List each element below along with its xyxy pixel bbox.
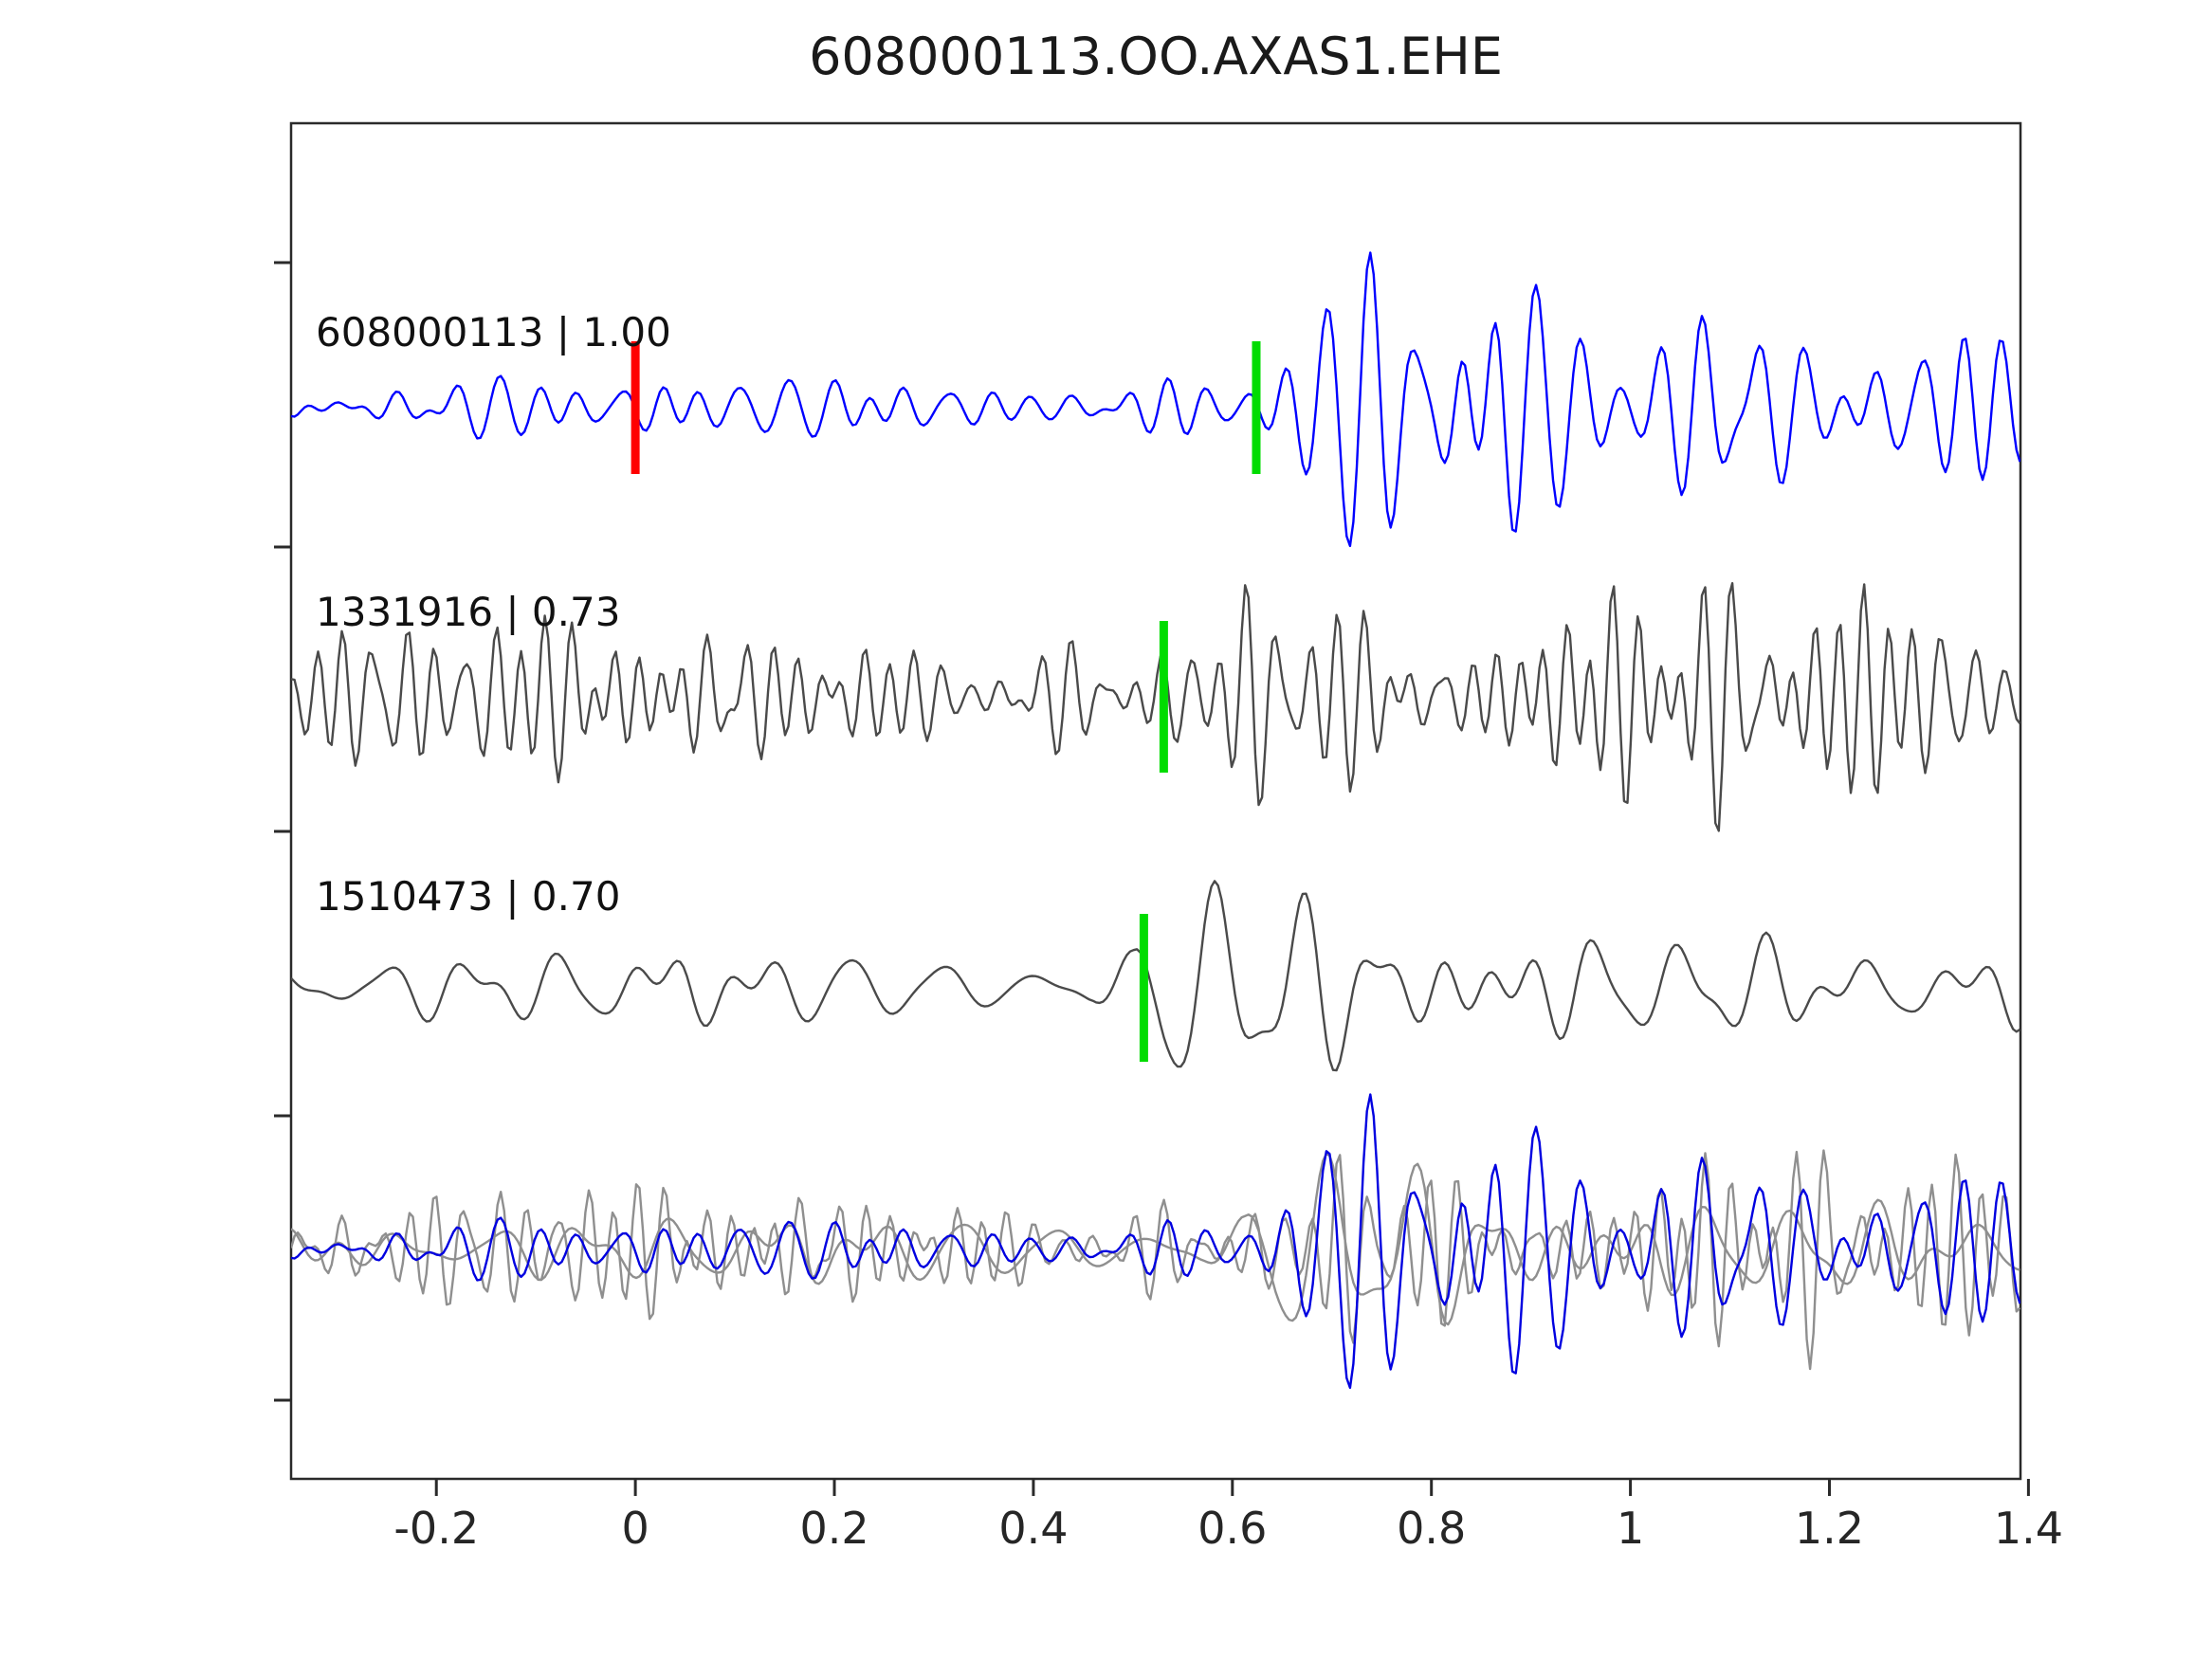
x-tick-label: 0.4 bbox=[998, 1503, 1068, 1554]
overlay-line-1510473 bbox=[291, 1152, 2020, 1326]
x-tick-label: -0.2 bbox=[393, 1503, 479, 1554]
x-tick-label: 0.8 bbox=[1397, 1503, 1466, 1554]
trace-label-1331916: 1331916 | 0.73 bbox=[316, 589, 620, 635]
trace-line-1510473 bbox=[291, 880, 2020, 1072]
x-tick-label: 0.2 bbox=[799, 1503, 868, 1554]
axis-ticks: -0.2 0 0.2 0.4 0.6 0.8 1 1.2 1.4 bbox=[274, 261, 2063, 1554]
x-tick-label: 1 bbox=[1617, 1503, 1644, 1554]
x-tick-label: 0 bbox=[621, 1503, 649, 1554]
trace-labels: 608000113 | 1.00 1331916 | 0.73 1510473 | … bbox=[316, 309, 671, 920]
trace-lines bbox=[291, 251, 2020, 1390]
trace-line-608000113 bbox=[291, 251, 2020, 548]
trace-line-1331916 bbox=[291, 582, 2020, 832]
x-tick-label: 0.6 bbox=[1197, 1503, 1267, 1554]
pick-markers bbox=[631, 341, 1261, 1062]
plot-area bbox=[289, 121, 2022, 1481]
trace-label-1510473: 1510473 | 0.70 bbox=[316, 873, 620, 920]
x-tick-label: 1.2 bbox=[1795, 1503, 1864, 1554]
trace-label-608000113: 608000113 | 1.00 bbox=[316, 309, 671, 356]
overlay-line-608000113 bbox=[291, 1093, 2020, 1390]
x-tick-label: 1.4 bbox=[1994, 1503, 2063, 1554]
figure-title: 608000113.OO.AXAS1.EHE bbox=[809, 27, 1503, 86]
